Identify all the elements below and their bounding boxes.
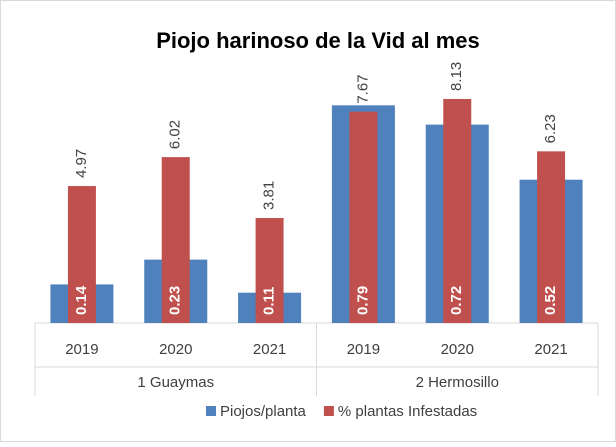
data-label: 3.81 (261, 181, 278, 210)
legend-label: % plantas Infestadas (338, 403, 477, 420)
data-label: 0.11 (261, 287, 278, 315)
data-label: 4.97 (73, 149, 90, 178)
chart-title: Piojo harinoso de la Vid al mes (156, 28, 480, 53)
data-label: 0.14 (73, 285, 90, 315)
data-label: 0.23 (167, 286, 184, 315)
data-label: 6.23 (542, 114, 559, 143)
x-tick-label: 2021 (253, 341, 286, 358)
bar (443, 98, 472, 324)
bar (255, 218, 284, 323)
x-tick-label: 2021 (534, 341, 567, 358)
data-label: 6.02 (167, 120, 184, 149)
data-label: 0.79 (354, 286, 371, 315)
legend-label: Piojos/planta (220, 403, 307, 420)
data-label: 0.52 (542, 286, 559, 315)
x-tick-label: 2020 (159, 341, 192, 358)
data-label: 0.72 (448, 286, 465, 315)
legend-swatch (206, 406, 216, 416)
bar (67, 186, 96, 323)
data-label: 7.67 (354, 74, 371, 103)
x-tick-label: 2020 (441, 341, 474, 358)
bar (161, 157, 190, 323)
legend-swatch (323, 406, 334, 416)
data-label: 8.13 (448, 62, 465, 91)
x-tick-label: 2019 (65, 341, 98, 358)
bar (349, 111, 378, 323)
group-label: 2 Hermosillo (416, 374, 499, 391)
bar (537, 151, 566, 323)
group-label: 1 Guaymas (137, 374, 214, 391)
x-tick-label: 2019 (347, 341, 380, 358)
